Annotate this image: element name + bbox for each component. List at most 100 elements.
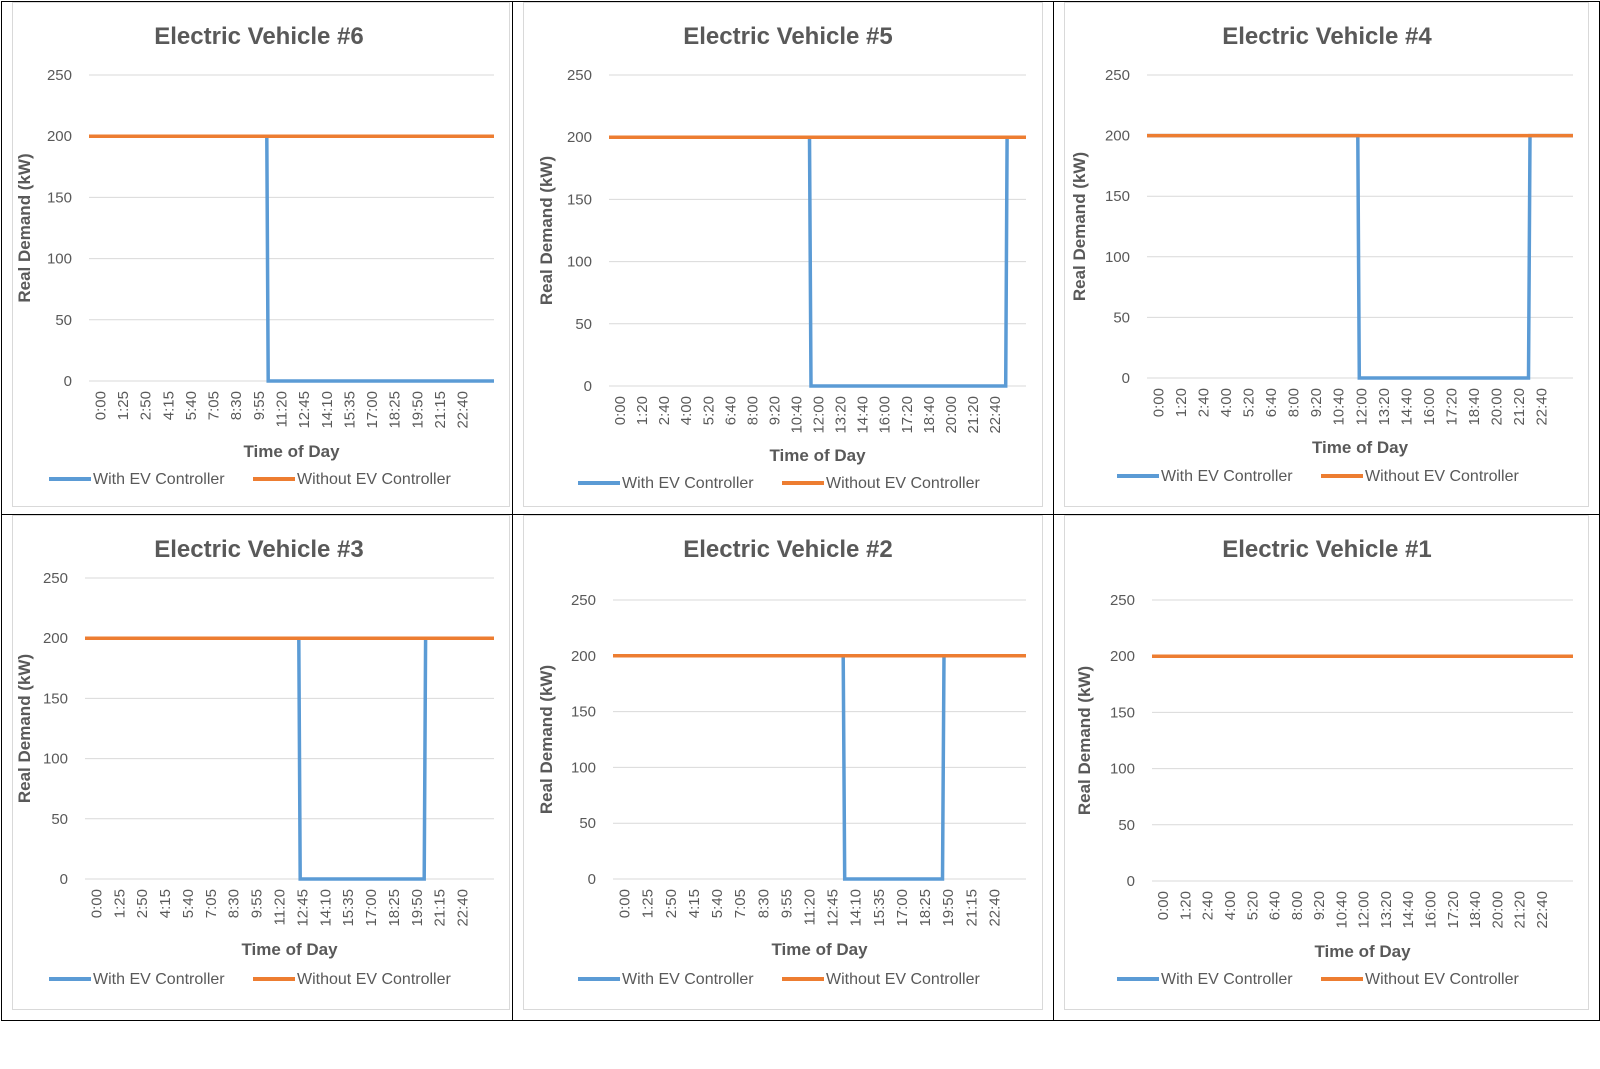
x-tick-label: 15:35 [340, 889, 357, 927]
x-tick-label: 1:20 [1177, 891, 1194, 920]
x-tick-label: 6:40 [722, 396, 739, 425]
y-axis-title: Real Demand (kW) [537, 156, 556, 305]
x-tick-label: 2:40 [1200, 891, 1217, 920]
x-tick-label: 15:35 [871, 889, 888, 927]
x-axis-title: Time of Day [243, 442, 340, 461]
x-tick-label: 8:30 [755, 889, 772, 918]
x-tick-label: 21:20 [965, 396, 982, 434]
chart-title: Electric Vehicle #6 [154, 23, 363, 50]
x-tick-label: 22:40 [987, 396, 1004, 434]
chart-title: Electric Vehicle #1 [1222, 536, 1431, 563]
x-tick-label: 22:40 [1534, 388, 1551, 426]
y-axis-title: Real Demand (kW) [537, 665, 556, 814]
x-tick-label: 15:35 [341, 391, 358, 429]
y-tick-label: 100 [47, 251, 72, 268]
x-tick-label: 2:50 [134, 889, 151, 918]
chart-1: Electric Vehicle #6 0 50 100 150 200 250 0:00 1:… [15, 23, 494, 488]
x-tick-label: 14:40 [855, 396, 872, 434]
y-tick-label: 50 [1118, 817, 1135, 834]
y-tick-label: 0 [1122, 370, 1130, 387]
x-tick-label: 0:00 [617, 889, 634, 918]
x-tick-label: 20:00 [943, 396, 960, 434]
chart-2: Electric Vehicle #5 0 50 100 150 200 250 0:00 1:… [537, 23, 1026, 492]
x-tick-label: 20:00 [1489, 388, 1506, 426]
x-tick-label: 9:55 [249, 889, 266, 918]
x-tick-label: 2:40 [1195, 388, 1212, 417]
y-tick-label: 0 [64, 373, 72, 390]
x-tick-label: 4:00 [1218, 388, 1235, 417]
y-axis-title: Real Demand (kW) [15, 153, 34, 302]
x-tick-label: 0:00 [1155, 891, 1172, 920]
y-tick-label: 150 [1110, 704, 1135, 721]
x-tick-label: 21:15 [432, 391, 449, 429]
x-tick-label: 0:00 [92, 391, 109, 420]
y-tick-label: 250 [47, 67, 72, 84]
y-tick-label: 50 [51, 811, 68, 828]
x-tick-label: 14:10 [848, 889, 865, 927]
y-tick-label: 0 [1127, 873, 1135, 890]
y-axis-title: Real Demand (kW) [1075, 666, 1094, 815]
chart-area-ev4 [1064, 2, 1589, 507]
x-tick-label: 13:20 [1376, 388, 1393, 426]
x-tick-label: 18:40 [921, 396, 938, 434]
x-tick-label: 8:30 [226, 889, 243, 918]
chart-title: Electric Vehicle #2 [683, 536, 892, 563]
legend-label-without: Without EV Controller [297, 471, 452, 488]
x-tick-label: 16:00 [1421, 388, 1438, 426]
x-tick-label: 18:25 [917, 889, 934, 927]
x-tick-label: 22:40 [455, 889, 472, 927]
x-tick-label: 0:00 [1150, 388, 1167, 417]
y-tick-label: 50 [55, 312, 72, 329]
x-axis-title: Time of Day [769, 446, 866, 465]
x-tick-label: 20:00 [1489, 891, 1506, 929]
x-tick-label: 17:20 [1445, 891, 1462, 929]
y-axis-title: Real Demand (kW) [15, 654, 34, 803]
chart-area-ev6 [12, 2, 510, 507]
y-tick-label: 100 [1105, 249, 1130, 266]
y-tick-label: 200 [47, 128, 72, 145]
x-tick-label: 0:00 [612, 396, 629, 425]
legend-label-with: With EV Controller [622, 475, 754, 492]
y-tick-label: 250 [1105, 67, 1130, 84]
x-tick-label: 13:20 [833, 396, 850, 434]
x-tick-label: 2:40 [656, 396, 673, 425]
x-tick-label: 10:40 [1331, 388, 1348, 426]
x-tick-label: 5:20 [1244, 891, 1261, 920]
chart-6: Electric Vehicle #1 0 50 100 150 200 250 0:00 1:… [1075, 536, 1573, 988]
legend-label-with: With EV Controller [622, 971, 754, 988]
y-tick-label: 100 [1110, 761, 1135, 778]
x-tick-label: 19:50 [409, 391, 426, 429]
x-tick-label: 6:40 [1267, 891, 1284, 920]
x-tick-label: 4:15 [160, 391, 177, 420]
x-tick-label: 12:45 [825, 889, 842, 927]
x-tick-label: 1:25 [640, 889, 657, 918]
x-tick-label: 9:20 [1311, 891, 1328, 920]
legend-label-with: With EV Controller [1161, 971, 1293, 988]
x-tick-label: 0:00 [88, 889, 105, 918]
x-tick-label: 2:50 [663, 889, 680, 918]
y-tick-label: 250 [1110, 592, 1135, 609]
chart-area-ev5 [523, 2, 1043, 507]
y-tick-label: 200 [43, 630, 68, 647]
x-tick-label: 11:20 [802, 889, 819, 925]
panel-ev4 [1053, 1, 1600, 515]
x-tick-label: 1:20 [1173, 388, 1190, 417]
x-tick-label: 5:40 [183, 391, 200, 420]
y-tick-label: 200 [1105, 128, 1130, 145]
x-tick-label: 12:00 [1356, 891, 1373, 929]
x-tick-label: 17:00 [363, 889, 380, 927]
x-tick-label: 9:55 [251, 391, 268, 420]
y-tick-label: 200 [567, 129, 592, 146]
x-tick-label: 1:20 [634, 396, 651, 425]
y-tick-label: 50 [575, 316, 592, 333]
panel-ev1 [1053, 514, 1600, 1021]
y-tick-label: 250 [43, 570, 68, 587]
x-tick-label: 14:40 [1400, 891, 1417, 929]
y-tick-label: 150 [47, 189, 72, 206]
x-tick-label: 18:25 [386, 889, 403, 927]
x-tick-label: 16:00 [877, 396, 894, 434]
x-tick-label: 14:10 [319, 391, 336, 429]
chart-5: Electric Vehicle #2 0 50 100 150 200 250 0:00 1:… [537, 536, 1026, 988]
x-tick-label: 21:15 [963, 889, 980, 927]
y-tick-label: 200 [571, 648, 596, 665]
